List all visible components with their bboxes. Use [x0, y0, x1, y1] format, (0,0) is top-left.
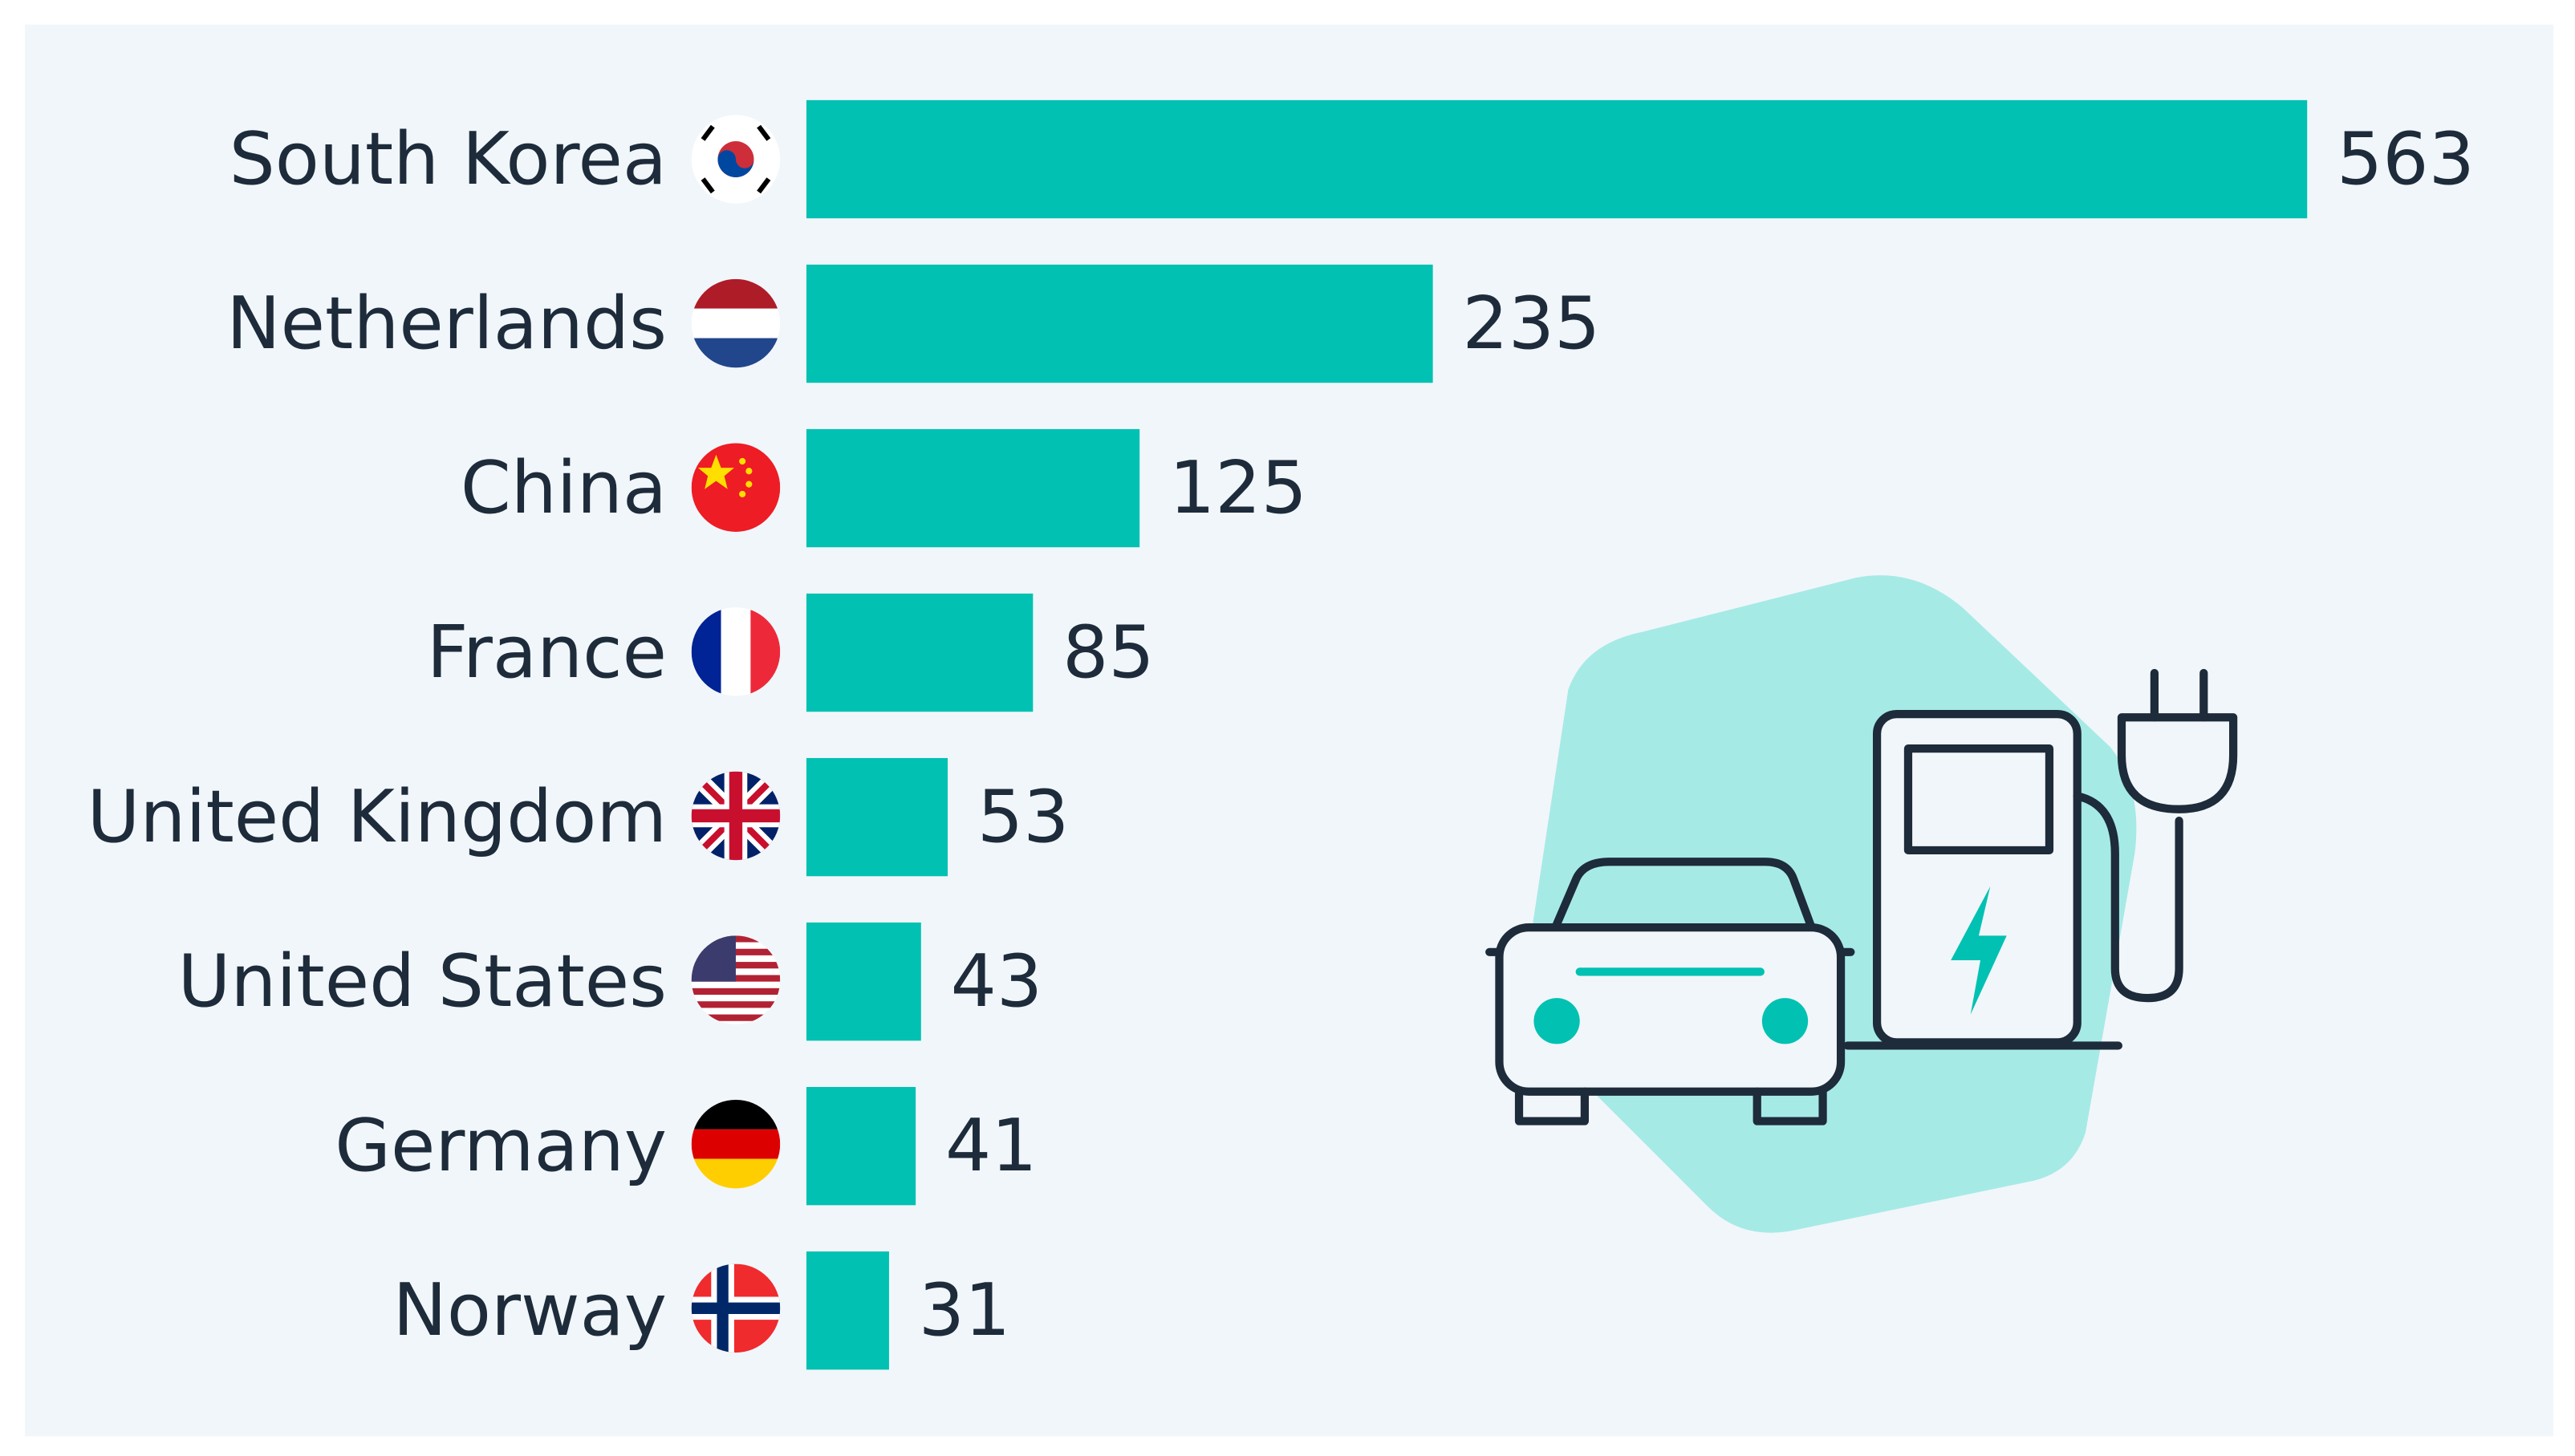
- bar: [806, 1087, 916, 1206]
- category-label: Norway: [393, 1268, 667, 1353]
- category-label: United States: [177, 939, 667, 1024]
- bar: [806, 1251, 889, 1370]
- flag-icon: [691, 935, 781, 1024]
- value-label: 563: [2337, 117, 2475, 201]
- bar: [806, 99, 2308, 219]
- category-label: China: [461, 446, 667, 530]
- value-label: 125: [1169, 446, 1307, 530]
- value-label: 41: [945, 1104, 1038, 1188]
- charging-illustration: [1485, 575, 2238, 1233]
- category-label: South Korea: [229, 117, 667, 201]
- value-label: 53: [977, 775, 1070, 859]
- value-label: 31: [919, 1268, 1011, 1353]
- bar: [806, 593, 1034, 712]
- bar: [806, 922, 921, 1041]
- panel: [24, 24, 2554, 1437]
- flag-icon: [691, 115, 781, 204]
- value-label: 43: [951, 939, 1043, 1024]
- flag-icon: [691, 771, 781, 861]
- category-label: Germany: [335, 1104, 667, 1188]
- bar: [806, 757, 948, 877]
- flag-icon: [691, 443, 781, 532]
- bar: [806, 264, 1433, 383]
- value-label: 85: [1062, 610, 1155, 695]
- category-label: France: [427, 610, 667, 695]
- flag-icon: [691, 1263, 781, 1353]
- value-label: 235: [1462, 282, 1600, 366]
- flags: [691, 115, 781, 1353]
- flag-icon: [691, 278, 781, 368]
- category-label: Netherlands: [226, 282, 667, 366]
- flag-icon: [691, 607, 781, 696]
- flag-icon: [691, 1099, 781, 1189]
- category-label: United Kingdom: [87, 775, 668, 859]
- bar: [806, 428, 1140, 548]
